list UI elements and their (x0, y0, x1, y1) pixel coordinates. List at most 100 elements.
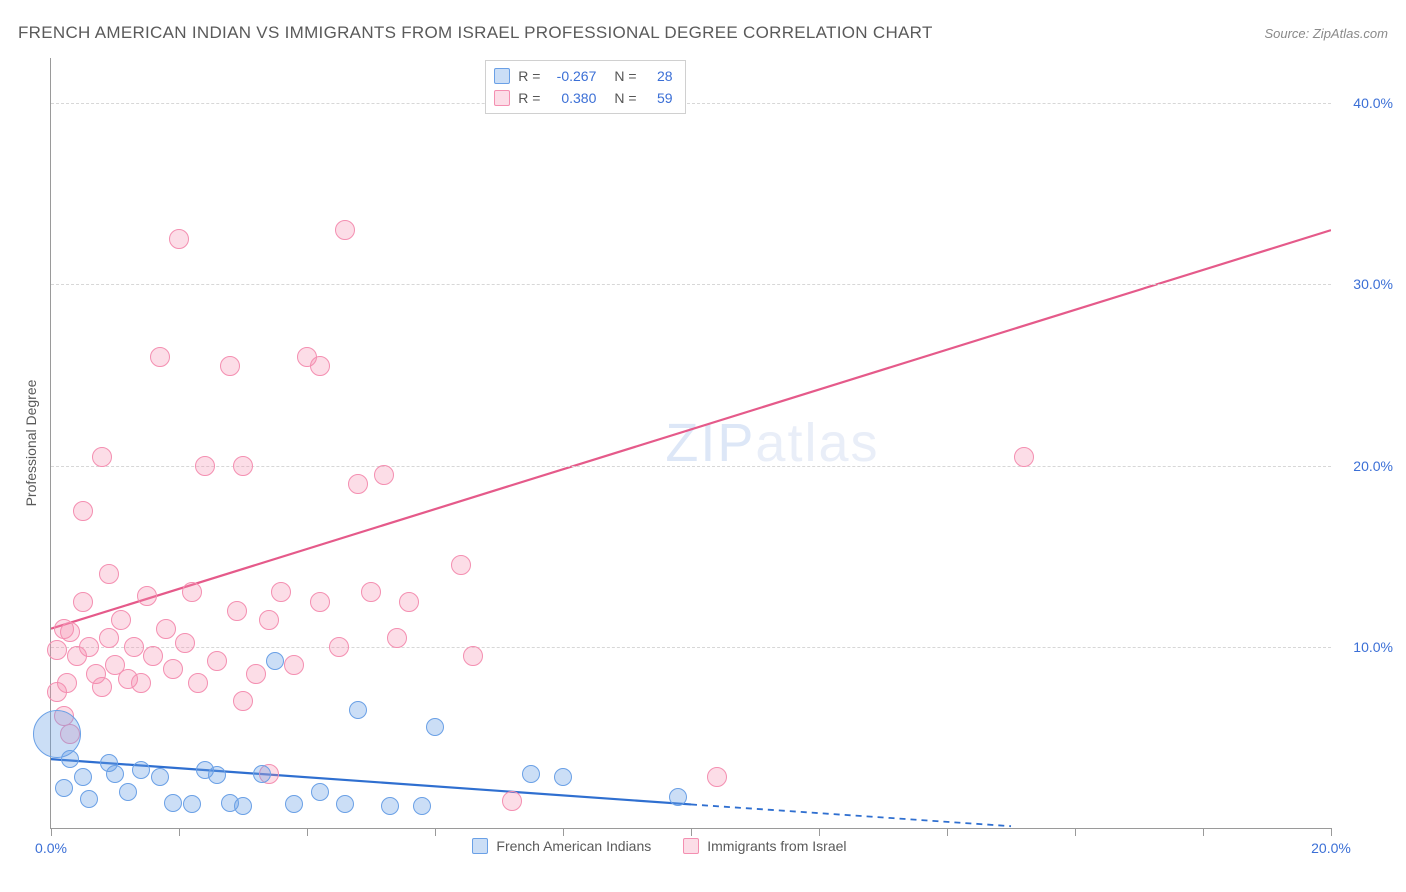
point-french-american-indians (426, 718, 444, 736)
point-immigrants-israel (163, 659, 183, 679)
source-name: ZipAtlas.com (1313, 26, 1388, 41)
point-immigrants-israel (207, 651, 227, 671)
grid-line-y (51, 103, 1331, 104)
legend-r-value: -0.267 (548, 68, 596, 84)
point-immigrants-israel (284, 655, 304, 675)
point-immigrants-israel (195, 456, 215, 476)
point-immigrants-israel (463, 646, 483, 666)
chart-title: FRENCH AMERICAN INDIAN VS IMMIGRANTS FRO… (18, 23, 933, 43)
point-immigrants-israel (707, 767, 727, 787)
point-immigrants-israel (79, 637, 99, 657)
point-immigrants-israel (124, 637, 144, 657)
point-immigrants-israel (310, 592, 330, 612)
y-tick-label: 10.0% (1353, 639, 1393, 655)
chart-plot-area: Professional Degree ZIPatlas 10.0%20.0%3… (50, 58, 1331, 829)
point-immigrants-israel (387, 628, 407, 648)
x-tick-label: 20.0% (1311, 840, 1351, 856)
point-immigrants-israel (1014, 447, 1034, 467)
source-prefix: Source: (1264, 26, 1312, 41)
legend-bottom: French American Indians Immigrants from I… (472, 838, 846, 854)
point-immigrants-israel (156, 619, 176, 639)
point-immigrants-israel (227, 601, 247, 621)
grid-line-y (51, 647, 1331, 648)
point-immigrants-israel (188, 673, 208, 693)
point-immigrants-israel (335, 220, 355, 240)
point-french-american-indians (106, 765, 124, 783)
x-tick-mark (51, 828, 52, 836)
point-immigrants-israel (150, 347, 170, 367)
legend-label: Immigrants from Israel (707, 838, 846, 854)
legend-n-value: 28 (645, 68, 673, 84)
point-immigrants-israel (271, 582, 291, 602)
x-tick-mark (1203, 828, 1204, 836)
point-immigrants-israel (73, 501, 93, 521)
point-french-american-indians (336, 795, 354, 813)
point-immigrants-israel (182, 582, 202, 602)
point-immigrants-israel (451, 555, 471, 575)
point-immigrants-israel (92, 447, 112, 467)
x-tick-mark (1075, 828, 1076, 836)
point-immigrants-israel (348, 474, 368, 494)
point-immigrants-israel (99, 564, 119, 584)
point-french-american-indians (522, 765, 540, 783)
trend-line-pink (51, 230, 1331, 629)
point-french-american-indians (234, 797, 252, 815)
point-immigrants-israel (374, 465, 394, 485)
point-french-american-indians (164, 794, 182, 812)
point-french-american-indians (285, 795, 303, 813)
point-immigrants-israel (329, 637, 349, 657)
legend-r-value: 0.380 (548, 90, 596, 106)
legend-n-label: N = (614, 90, 636, 106)
point-immigrants-israel (310, 356, 330, 376)
point-immigrants-israel (246, 664, 266, 684)
grid-line-y (51, 284, 1331, 285)
point-immigrants-israel (73, 592, 93, 612)
point-immigrants-israel (220, 356, 240, 376)
point-french-american-indians (311, 783, 329, 801)
legend-swatch (683, 838, 699, 854)
x-tick-mark (435, 828, 436, 836)
trend-line-blue-dashed (691, 804, 1011, 826)
point-immigrants-israel (175, 633, 195, 653)
point-immigrants-israel (60, 622, 80, 642)
point-french-american-indians (413, 797, 431, 815)
point-french-american-indians (132, 761, 150, 779)
point-immigrants-israel (47, 640, 67, 660)
point-immigrants-israel (143, 646, 163, 666)
x-tick-mark (691, 828, 692, 836)
legend-stat-row: R =0.380N =59 (494, 87, 672, 109)
point-immigrants-israel (111, 610, 131, 630)
point-immigrants-israel (137, 586, 157, 606)
x-tick-mark (819, 828, 820, 836)
legend-swatch (494, 90, 510, 106)
point-immigrants-israel (169, 229, 189, 249)
point-immigrants-israel (259, 610, 279, 630)
legend-r-label: R = (518, 68, 540, 84)
legend-stat-row: R = -0.267 N = 28 (494, 65, 672, 87)
legend-swatch (494, 68, 510, 84)
point-immigrants-israel (399, 592, 419, 612)
legend-label: French American Indians (496, 838, 651, 854)
legend-swatch (472, 838, 488, 854)
point-immigrants-israel (57, 673, 77, 693)
point-french-american-indians (554, 768, 572, 786)
point-french-american-indians (266, 652, 284, 670)
x-tick-label: 0.0% (35, 840, 67, 856)
x-tick-mark (563, 828, 564, 836)
legend-item: Immigrants from Israel (683, 838, 846, 854)
point-immigrants-israel (131, 673, 151, 693)
point-french-american-indians (381, 797, 399, 815)
y-tick-label: 30.0% (1353, 276, 1393, 292)
point-french-american-indians (349, 701, 367, 719)
y-axis-label: Professional Degree (23, 380, 39, 507)
x-tick-mark (1331, 828, 1332, 836)
y-tick-label: 40.0% (1353, 95, 1393, 111)
point-immigrants-israel (361, 582, 381, 602)
legend-item: French American Indians (472, 838, 651, 854)
point-french-american-indians (183, 795, 201, 813)
x-tick-mark (179, 828, 180, 836)
legend-n-label: N = (614, 68, 636, 84)
watermark-atlas: atlas (755, 413, 879, 473)
point-immigrants-israel (502, 791, 522, 811)
point-immigrants-israel (233, 691, 253, 711)
